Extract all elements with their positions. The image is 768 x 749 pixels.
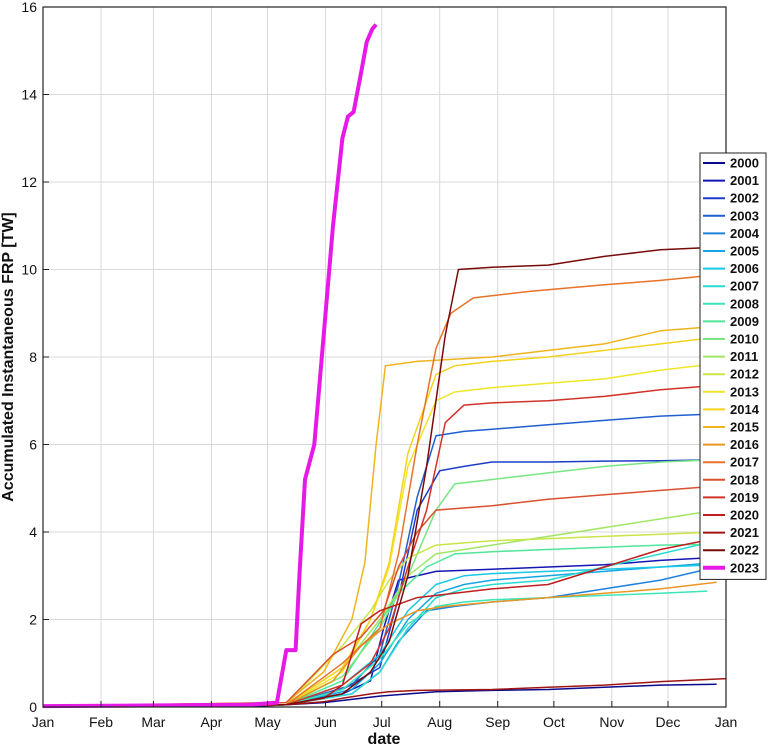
- x-axis-ticks: Jan Feb Mar Apr May Jun Jul Aug Sep Oct Nov Dec Jan: [32, 701, 738, 730]
- legend-label-2005: 2005: [730, 244, 759, 259]
- legend-label-2023: 2023: [730, 560, 759, 575]
- series-line-2021: [42, 677, 727, 707]
- x-axis-label: date: [368, 731, 401, 748]
- series-line-2005: [42, 561, 717, 707]
- legend-box: [699, 152, 767, 580]
- legend-label-2010: 2010: [730, 332, 759, 347]
- series-line-2015: [42, 325, 717, 707]
- legend-label-2019: 2019: [730, 490, 759, 505]
- x-tick-label: Nov: [599, 714, 624, 730]
- legend-label-2012: 2012: [730, 367, 759, 382]
- series-line-2012: [42, 531, 717, 707]
- legend-label-2006: 2006: [730, 261, 759, 276]
- legend-label-2020: 2020: [730, 508, 759, 523]
- series-line-2014: [42, 336, 717, 707]
- series-line-2017: [42, 275, 704, 707]
- y-tick-label: 10: [21, 262, 37, 278]
- y-tick-label: 6: [29, 437, 37, 453]
- legend-label-2015: 2015: [730, 420, 759, 435]
- series-line-2003: [42, 413, 717, 707]
- x-tick-label: May: [254, 714, 280, 730]
- legend-label-2014: 2014: [730, 402, 760, 417]
- legend-label-2021: 2021: [730, 525, 759, 540]
- legend-label-2000: 2000: [730, 156, 759, 171]
- x-tick-label: Jan: [32, 714, 55, 730]
- x-tick-label: Aug: [427, 714, 452, 730]
- series-line-2018: [42, 485, 717, 707]
- y-tick-label: 16: [21, 0, 37, 15]
- y-tick-label: 12: [21, 174, 37, 190]
- x-tick-label: Jan: [715, 714, 738, 730]
- legend-label-2001: 2001: [730, 173, 759, 188]
- y-tick-label: 0: [29, 699, 37, 715]
- x-tick-label: Mar: [141, 714, 165, 730]
- y-axis-ticks: 0 2 4 6 8 10 12 14 16: [21, 0, 49, 715]
- x-tick-label: Jul: [373, 714, 391, 730]
- legend-label-2013: 2013: [730, 384, 759, 399]
- series-layer: [42, 23, 727, 709]
- legend-label-2004: 2004: [730, 226, 760, 241]
- x-tick-label: Oct: [543, 714, 565, 730]
- y-tick-label: 14: [21, 87, 37, 103]
- legend-label-2008: 2008: [730, 296, 759, 311]
- y-tick-label: 2: [29, 612, 37, 628]
- x-tick-label: Dec: [656, 714, 681, 730]
- series-line-2022: [42, 246, 708, 707]
- legend-label-2003: 2003: [730, 208, 759, 223]
- x-tick-label: Apr: [201, 714, 223, 730]
- series-line-2016: [42, 581, 717, 707]
- y-tick-label: 8: [29, 349, 37, 365]
- legend-label-2017: 2017: [730, 455, 759, 470]
- y-tick-label: 4: [29, 524, 37, 540]
- legend-label-2022: 2022: [730, 543, 759, 558]
- legend-label-2002: 2002: [730, 191, 759, 206]
- y-axis-label: Accumulated Instantaneous FRP [TW]: [0, 212, 17, 502]
- x-tick-label: Feb: [89, 714, 113, 730]
- legend-label-2016: 2016: [730, 437, 759, 452]
- x-tick-label: Sep: [485, 714, 510, 730]
- legend-label-2018: 2018: [730, 472, 759, 487]
- series-line-2009: [42, 543, 717, 707]
- series-line-2023: [42, 23, 378, 709]
- legend: 2000 2001 2002 2003 2004 2005 2006 2007 2008 2009…: [699, 152, 767, 580]
- x-tick-label: Jun: [314, 714, 337, 730]
- legend-label-2009: 2009: [730, 314, 759, 329]
- legend-label-2007: 2007: [730, 279, 759, 294]
- legend-label-2011: 2011: [730, 349, 758, 364]
- series-line-2019: [42, 384, 717, 707]
